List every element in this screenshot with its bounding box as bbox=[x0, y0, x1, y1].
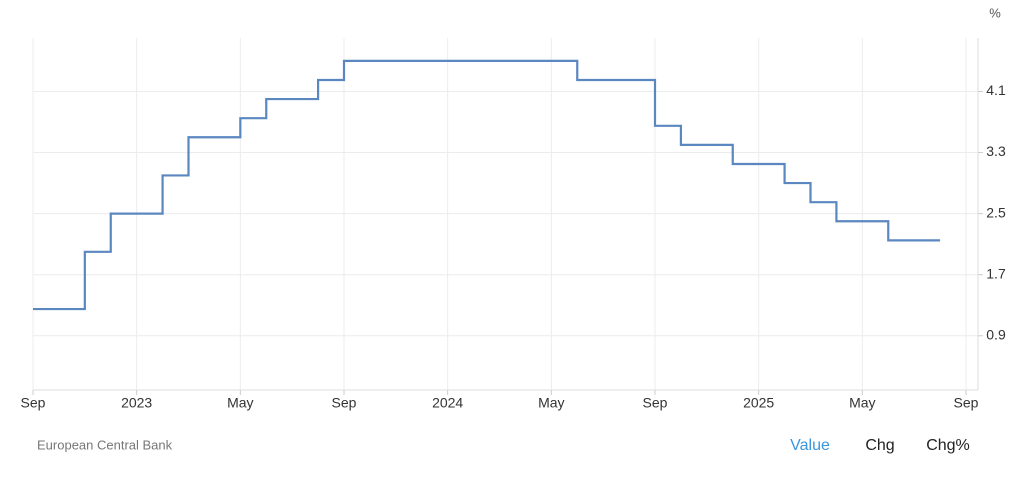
x-tick-label: May bbox=[227, 395, 253, 411]
x-tick-label: May bbox=[538, 395, 564, 411]
y-tick-label: 3.3 bbox=[986, 143, 1006, 159]
value-button[interactable]: Value bbox=[790, 437, 830, 454]
x-tick-label: Sep bbox=[954, 395, 979, 411]
chg-button[interactable]: Chg bbox=[865, 437, 894, 454]
x-tick-label: Sep bbox=[21, 395, 46, 411]
x-tick-label: 2023 bbox=[121, 395, 152, 411]
y-tick-label: 1.7 bbox=[986, 265, 1006, 281]
x-tick-label: 2024 bbox=[432, 395, 463, 411]
y-tick-label: 0.9 bbox=[986, 326, 1006, 342]
y-tick-label: 2.5 bbox=[986, 204, 1006, 220]
x-tick-label: Sep bbox=[332, 395, 357, 411]
y-tick-label: 4.1 bbox=[986, 82, 1006, 98]
x-tick-label: May bbox=[849, 395, 875, 411]
chg-pct-button[interactable]: Chg% bbox=[926, 437, 970, 454]
x-tick-label: 2025 bbox=[743, 395, 774, 411]
unit-label: % bbox=[989, 5, 1001, 20]
x-tick-label: Sep bbox=[643, 395, 668, 411]
series-line bbox=[33, 59, 941, 311]
source: European Central Bank bbox=[37, 437, 173, 452]
